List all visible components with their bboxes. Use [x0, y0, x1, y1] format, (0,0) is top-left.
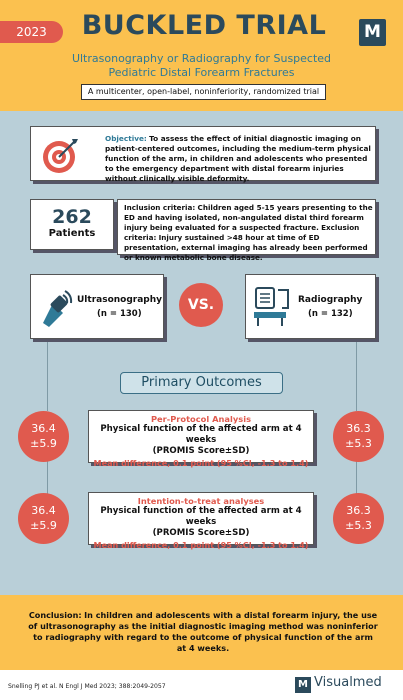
ultrasonography-label: Ultrasonography — [77, 295, 163, 305]
xr-score-circle: 36.3 ±5.3 — [333, 493, 384, 544]
xr-score-sd: ±5.3 — [345, 519, 372, 532]
subtitle-line1: Ultrasonography or Radiography for Suspe… — [71, 52, 332, 65]
criteria-card: Inclusion criteria: Children aged 5-15 y… — [117, 199, 376, 262]
connector-line-left-2 — [47, 461, 48, 495]
target-icon — [43, 139, 78, 173]
ultrasonography-n: (n = 130) — [97, 309, 142, 319]
analysis-label: Per-Protocol Analysis — [150, 414, 252, 424]
trial-design: A multicenter, open-label, noninferiorit… — [81, 84, 326, 100]
patients-count: 262 — [52, 206, 92, 228]
exclusion-text: Injury sustained >48 hour at time of ED … — [124, 233, 368, 262]
us-score-value: 36.4 — [31, 422, 56, 435]
objective-card: Objective: To assess the effect of initi… — [30, 126, 376, 184]
result-card-per-protocol: Per-Protocol Analysis Physical function … — [88, 410, 314, 468]
inclusion-text: Children aged 5-15 years presenting to t… — [124, 203, 373, 232]
radiography-arm-card: Radiography (n = 132) — [245, 274, 376, 339]
primary-outcomes-title: Primary Outcomes — [120, 372, 283, 394]
us-score-sd: ±5.9 — [30, 437, 57, 450]
conclusion-label: Conclusion: — [28, 610, 82, 620]
conclusion-body: In children and adolescents with a dista… — [28, 610, 378, 653]
us-score-sd: ±5.9 — [30, 519, 57, 532]
connector-line-left — [47, 339, 48, 411]
exclusion-label: Exclusion criteria: — [124, 223, 360, 242]
measure-line2: (PROMIS Score±SD) — [152, 446, 250, 456]
us-score-circle: 36.4 ±5.9 — [18, 411, 69, 462]
header-banner: 2023 BUCKLED TRIAL M Ultrasonography or … — [0, 0, 403, 111]
conclusion-text: Conclusion: In children and adolescents … — [28, 610, 378, 654]
connector-line-right-2 — [356, 461, 357, 495]
subtitle-line2: Pediatric Distal Forearm Fractures — [108, 66, 295, 79]
result-card-intention-to-treat: Intention-to-treat analyses Physical fun… — [88, 492, 314, 550]
patients-label: Patients — [48, 228, 96, 239]
patients-card: 262 Patients — [30, 199, 114, 250]
citation: Snelling PJ et al. N Engl J Med 2023; 38… — [8, 683, 166, 690]
brand-name: Visualmed — [314, 675, 382, 690]
criteria-text: Inclusion criteria: Children aged 5-15 y… — [124, 203, 374, 263]
ultrasound-probe-icon — [43, 290, 73, 327]
xr-score-circle: 36.3 ±5.3 — [333, 411, 384, 462]
mean-difference: Mean difference, 0.1 point (95 %CI, -1.3… — [93, 540, 309, 550]
conclusion-banner: Conclusion: In children and adolescents … — [0, 595, 403, 670]
radiography-label: Radiography — [298, 295, 363, 305]
page-title: BUCKLED TRIAL — [81, 10, 327, 41]
visualmed-logo-icon: M — [295, 677, 311, 693]
analysis-label: Intention-to-treat analyses — [137, 496, 265, 506]
objective-text: Objective: To assess the effect of initi… — [105, 134, 371, 184]
measure-line1: Physical function of the affected arm at… — [100, 424, 302, 445]
xr-score-value: 36.3 — [346, 422, 371, 435]
xr-score-sd: ±5.3 — [345, 437, 372, 450]
inclusion-label: Inclusion criteria: — [124, 203, 196, 212]
vs-badge: VS. — [179, 283, 223, 327]
xray-machine-icon — [254, 287, 289, 326]
objective-label: Objective: — [105, 134, 147, 143]
m-logo-icon: M — [359, 19, 386, 46]
connector-line-right — [356, 339, 357, 411]
subtitle: Ultrasonography or Radiography for Suspe… — [40, 52, 363, 80]
xr-score-value: 36.3 — [346, 504, 371, 517]
mean-difference: Mean difference, 0.1 point (95 %CI, -1.3… — [93, 458, 309, 468]
footer: Snelling PJ et al. N Engl J Med 2023; 38… — [0, 670, 403, 700]
measure-line2: (PROMIS Score±SD) — [152, 528, 250, 538]
us-score-circle: 36.4 ±5.9 — [18, 493, 69, 544]
ultrasonography-arm-card: Ultrasonography (n = 130) — [30, 274, 164, 339]
radiography-n: (n = 132) — [308, 309, 353, 319]
us-score-value: 36.4 — [31, 504, 56, 517]
measure-line1: Physical function of the affected arm at… — [100, 506, 302, 527]
objective-body: To assess the effect of initial diagnost… — [105, 134, 371, 183]
year-badge: 2023 — [0, 21, 63, 43]
